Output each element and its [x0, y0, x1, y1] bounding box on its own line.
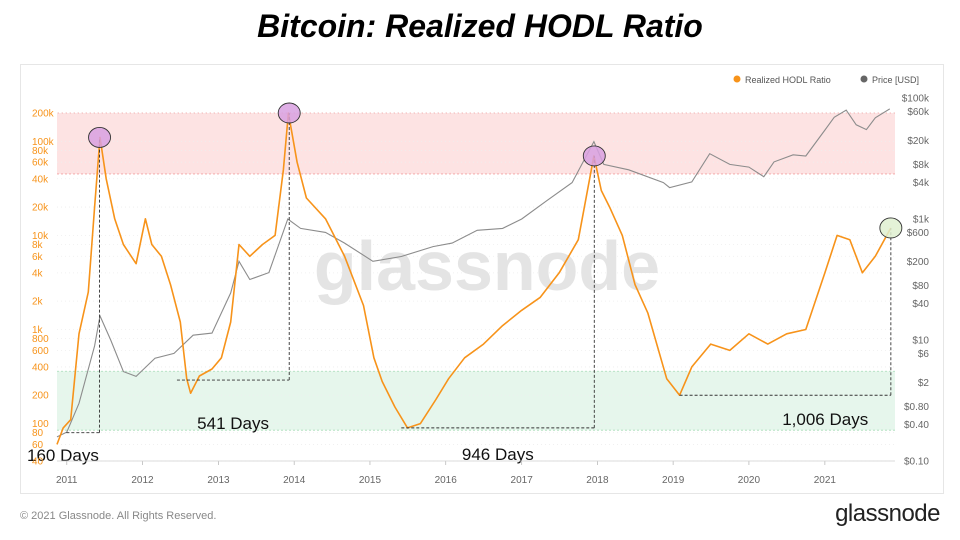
legend-price-label: Price [USD] — [872, 75, 919, 85]
cycle-annotations: 160 Days 541 Days 946 Days 1,006 Days — [27, 102, 903, 465]
x-tick-label: 2021 — [814, 475, 837, 486]
legend-rhodl-label: Realized HODL Ratio — [745, 75, 831, 85]
y-right-tick-label: $600 — [907, 228, 930, 239]
y-right-tick-label: $200 — [907, 257, 930, 268]
y-left-tick-label: 6k — [32, 252, 44, 263]
y-left-tick-label: 100 — [32, 419, 49, 430]
y-right-tick-label: $0.40 — [904, 420, 929, 431]
y-left-tick-label: 40 — [32, 457, 44, 468]
y-left-tick-label: 200 — [32, 391, 49, 402]
x-tick-label: 2013 — [207, 475, 230, 486]
chart-frame: glassnode 160 Days 541 Days 946 Days 1,006 … — [20, 64, 944, 494]
y-right-tick-label: $1k — [913, 215, 930, 226]
y-right-tick-label: $0.80 — [904, 402, 929, 413]
y-left-tick-label: 400 — [32, 362, 49, 373]
legend: Realized HODL Ratio Price [USD] — [733, 75, 919, 85]
rhodl-chart: glassnode 160 Days 541 Days 946 Days 1,006 … — [27, 75, 930, 487]
y-right-tick-label: $2 — [918, 378, 930, 389]
x-tick-label: 2012 — [131, 475, 154, 486]
y-right-tick-label: $0.10 — [904, 457, 929, 468]
y-left-tick-label: 60 — [32, 440, 44, 451]
brand-logo: glassnode — [835, 500, 940, 527]
y-left-tick-label: 40k — [32, 174, 49, 185]
y-right-tick-label: $100k — [902, 94, 930, 105]
y-right-tick-label: $8k — [913, 160, 930, 171]
cycle-label: 946 Days — [462, 445, 534, 464]
y-left-tick-label: 80k — [32, 146, 49, 157]
y-left-tick-label: 80 — [32, 428, 44, 439]
x-tick-label: 2015 — [359, 475, 382, 486]
watermark: glassnode — [314, 227, 660, 305]
cycle-label: 1,006 Days — [782, 410, 868, 429]
zone-top — [57, 113, 895, 174]
y-left-tick-label: 200k — [32, 109, 55, 120]
legend-price-dot — [860, 75, 868, 83]
copyright: © 2021 Glassnode. All Rights Reserved. — [20, 510, 217, 522]
y-right-tick-label: $60k — [907, 107, 930, 118]
y-left-tick-label: 2k — [32, 297, 44, 308]
top-marker — [582, 145, 606, 167]
y-left-tick-label: 8k — [32, 240, 44, 251]
x-tick-label: 2020 — [738, 475, 761, 486]
y-left-tick-label: 10k — [32, 231, 49, 242]
legend-rhodl-dot — [733, 75, 741, 83]
x-tick-label: 2016 — [435, 475, 458, 486]
y-left-tick-label: 4k — [32, 268, 44, 279]
series — [56, 108, 892, 445]
y-left-tick-label: 60k — [32, 158, 49, 169]
cycle-label: 160 Days — [27, 446, 99, 465]
y-right-tick-label: $10 — [912, 336, 929, 347]
y-left-tick-label: 800 — [32, 334, 49, 345]
y-right-tick-label: $6 — [918, 349, 930, 360]
y-left-tick-label: 1k — [32, 325, 44, 336]
series-price-line — [56, 108, 891, 438]
x-tick-label: 2019 — [662, 475, 685, 486]
cycle-label: 541 Days — [197, 414, 269, 433]
x-tick-label: 2018 — [586, 475, 609, 486]
current-marker — [879, 217, 903, 239]
chart-title: Bitcoin: Realized HODL Ratio — [257, 8, 703, 44]
y-right-tick-label: $80 — [912, 281, 929, 292]
top-marker — [88, 126, 111, 148]
x-tick-label: 2014 — [283, 475, 306, 486]
series-rhodl-line — [56, 112, 892, 445]
y-right-tick-label: $4k — [913, 178, 930, 189]
y-left-tick-label: 20k — [32, 203, 49, 214]
x-tick-label: 2011 — [56, 475, 78, 486]
y-left-tick-label: 600 — [32, 346, 49, 357]
x-tick-label: 2017 — [511, 475, 534, 486]
top-marker — [277, 102, 301, 124]
y-right-tick-label: $40 — [912, 299, 929, 310]
y-right-tick-label: $20k — [907, 136, 930, 147]
y-left-tick-label: 100k — [32, 137, 55, 148]
